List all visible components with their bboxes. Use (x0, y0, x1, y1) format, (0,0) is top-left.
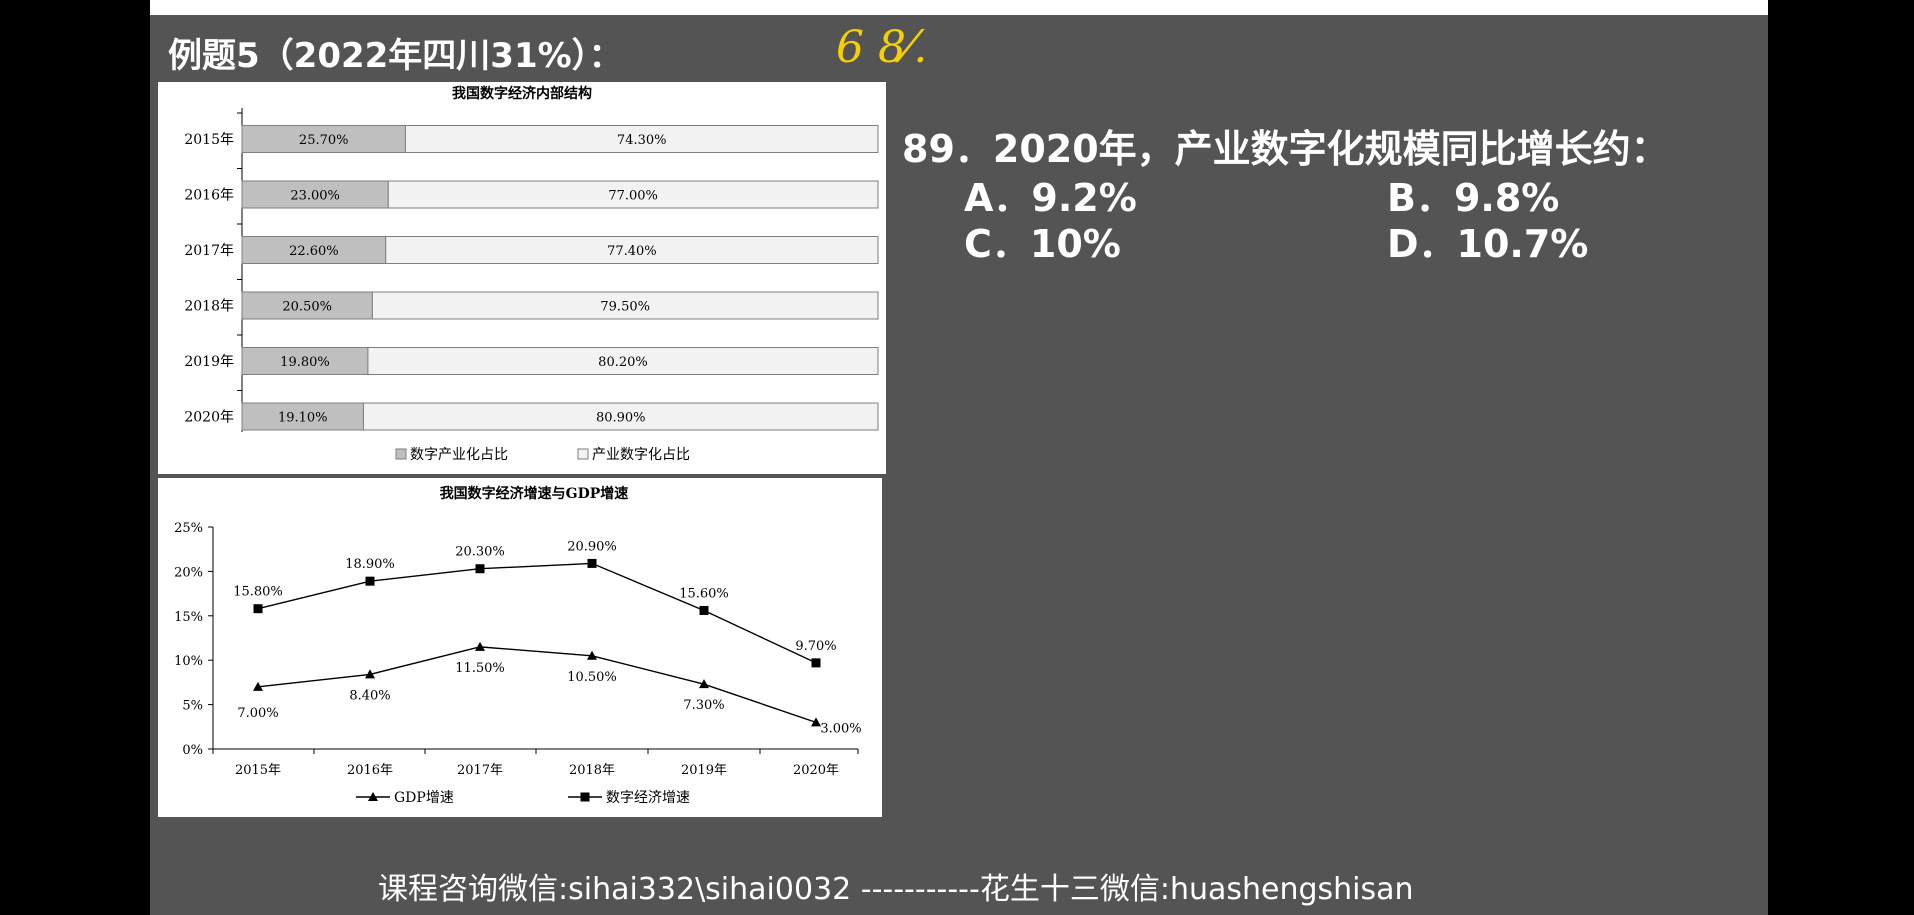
gdp-growth-line (257, 646, 817, 724)
structure-legend-label: 产业数字化占比 (592, 447, 690, 463)
structure-data-label: 25.70% (299, 133, 349, 148)
gdp-growth-point (699, 679, 709, 689)
growth-x-tick-label: 2018年 (569, 763, 615, 778)
digital-economy-growth-line (257, 562, 817, 664)
structure-data-label: 19.80% (280, 355, 330, 370)
growth-y-tick-label: 25% (174, 521, 203, 536)
digital-economy-growth-label: 9.70% (795, 639, 836, 654)
growth-x-tick-label: 2016年 (347, 763, 393, 778)
digital-economy-growth-point (587, 558, 597, 568)
growth-chart: 我国数字经济增速与GDP增速 25% 20% 15% 10% 5% 0% 2015年 2016… (158, 478, 882, 817)
option-d[interactable]: D．10.7% (1387, 222, 1589, 266)
structure-data-label: 74.30% (617, 133, 667, 148)
gdp-growth-label: 7.30% (683, 698, 724, 713)
option-c[interactable]: C．10% (964, 222, 1121, 266)
growth-y-tick-label: 10% (174, 654, 203, 669)
gdp-growth-point (365, 669, 375, 679)
digital-economy-growth-label: 15.60% (679, 586, 729, 601)
digital-economy-growth-label: 20.90% (567, 539, 617, 554)
handwritten-note: 6 8⁄. (836, 22, 928, 73)
gdp-growth-label: 7.00% (237, 706, 278, 721)
gdp-growth-point (587, 650, 597, 660)
structure-data-label: 80.20% (598, 355, 648, 370)
digital-industrialization-bar (241, 402, 364, 431)
structure-legend-swatch (577, 448, 589, 460)
industrial-digitalization-bar (371, 291, 879, 320)
growth-y-tick-label: 20% (174, 565, 203, 580)
structure-data-label: 77.00% (608, 189, 658, 204)
structure-category-label: 2018年 (184, 299, 234, 315)
gdp-growth-label: 10.50% (567, 670, 617, 685)
structure-legend-label: 数字产业化占比 (410, 447, 508, 463)
industrial-digitalization-bar (367, 347, 879, 375)
growth-x-tick-label: 2015年 (235, 763, 281, 778)
gdp-growth-label: 11.50% (455, 661, 505, 676)
growth-legend-marker (368, 792, 378, 801)
structure-legend-swatch (395, 448, 407, 460)
growth-legend-label: 数字经济增速 (606, 790, 690, 806)
option-a[interactable]: A．9.2% (964, 176, 1137, 220)
digital-economy-growth-point (365, 576, 375, 586)
growth-x-tick-label: 2019年 (681, 763, 727, 778)
structure-chart-svg: 我国数字经济内部结构 2015年 25.70% 74.30% 2016年 23.00% 7… (184, 85, 879, 463)
digital-industrialization-bar (241, 347, 369, 375)
structure-category-label: 2020年 (184, 410, 234, 426)
growth-legend-label: GDP增速 (394, 790, 454, 806)
growth-y-tick-label: 0% (182, 743, 203, 758)
digital-economy-growth-label: 20.30% (455, 545, 505, 560)
example-heading: 例题5（2022年四川31%）： (168, 36, 623, 76)
structure-category-label: 2015年 (184, 132, 234, 148)
digital-industrialization-bar (241, 236, 387, 264)
structure-data-label: 80.90% (596, 411, 646, 426)
top-border (150, 0, 1768, 15)
growth-y-tick-label: 15% (174, 610, 203, 625)
digital-economy-growth-label: 18.90% (345, 557, 395, 572)
structure-data-label: 20.50% (282, 300, 332, 315)
structure-category-label: 2017年 (184, 243, 234, 259)
industrial-digitalization-bar (404, 125, 879, 153)
structure-data-label: 23.00% (290, 189, 340, 204)
digital-economy-growth-point (253, 604, 263, 614)
structure-data-label: 79.50% (600, 300, 650, 315)
structure-chart-title: 我国数字经济内部结构 (452, 85, 592, 102)
growth-x-tick-label: 2017年 (457, 763, 503, 778)
gdp-growth-point (253, 681, 263, 691)
digital-economy-growth-point (811, 658, 821, 668)
industrial-digitalization-bar (387, 180, 879, 209)
structure-category-label: 2019年 (184, 354, 234, 370)
industrial-digitalization-bar (385, 236, 879, 264)
growth-chart-svg: 我国数字经济增速与GDP增速 25% 20% 15% 10% 5% 0% 2015年 2016… (174, 485, 862, 806)
digital-industrialization-bar (241, 291, 373, 320)
growth-legend-marker (580, 792, 590, 802)
growth-y-tick-label: 5% (182, 699, 203, 714)
structure-category-label: 2016年 (184, 188, 234, 204)
structure-chart: 我国数字经济内部结构 2015年 25.70% 74.30% 2016年 23.00% 7… (158, 82, 886, 474)
digital-economy-growth-label: 15.80% (233, 585, 283, 600)
structure-data-label: 22.60% (289, 244, 339, 259)
growth-chart-title: 我国数字经济增速与GDP增速 (440, 485, 629, 502)
option-b[interactable]: B．9.8% (1387, 176, 1560, 220)
gdp-growth-label: 8.40% (349, 688, 390, 703)
digital-economy-growth-point (475, 564, 485, 574)
digital-economy-growth-point (699, 605, 709, 615)
growth-x-tick-label: 2020年 (793, 763, 839, 778)
structure-data-label: 19.10% (278, 411, 328, 426)
industrial-digitalization-bar (362, 402, 879, 431)
gdp-growth-point (475, 641, 485, 651)
structure-data-label: 77.40% (607, 244, 657, 259)
footer-contact: 课程咨询微信:sihai332\sihai0032 -----------花生十… (378, 872, 1414, 907)
gdp-growth-label: 3.00% (820, 721, 861, 736)
digital-industrialization-bar (241, 125, 406, 153)
question-text: 89．2020年，产业数字化规模同比增长约： (902, 127, 1669, 171)
gdp-growth-point (811, 717, 821, 727)
